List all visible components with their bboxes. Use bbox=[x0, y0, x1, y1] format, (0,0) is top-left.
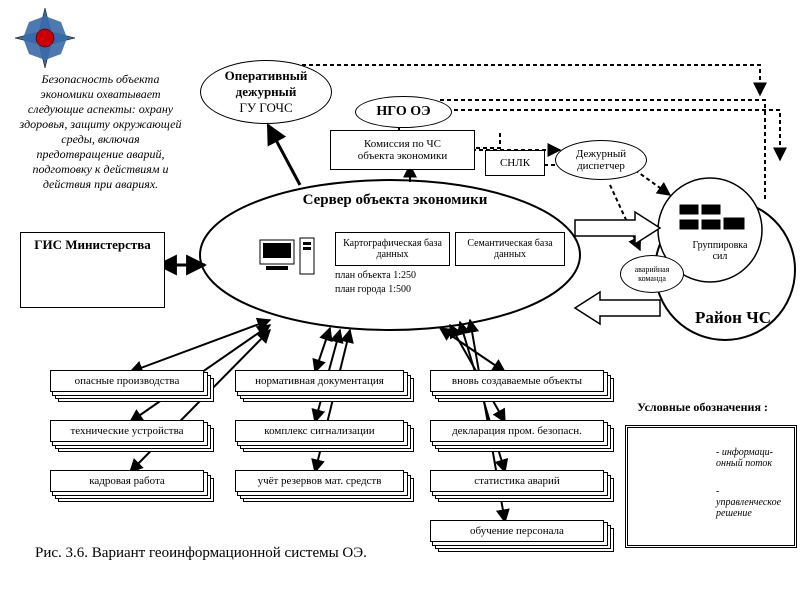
gis-min-label: ГИС Министерства bbox=[25, 237, 160, 253]
node-op-duty: Оперативный дежурный ГУ ГОЧС bbox=[200, 60, 332, 124]
emerg-team-label: аварийная команда bbox=[621, 265, 683, 283]
server-plan2: план города 1:500 bbox=[335, 284, 411, 295]
commission-l2: объекта экономики bbox=[335, 150, 470, 162]
stack-c1-r2: кадровая работа bbox=[50, 470, 204, 492]
server-title: Сервер объекта экономики bbox=[255, 192, 535, 209]
stack-c2-r1: комплекс сигнализации bbox=[235, 420, 404, 442]
dispatcher-l1: Дежурный bbox=[556, 148, 646, 160]
safety-note: Безопасность объекта экономики охватывае… bbox=[18, 72, 183, 192]
node-ngo: НГО ОЭ bbox=[355, 96, 452, 128]
dispatcher-l2: диспетчер bbox=[556, 160, 646, 172]
server-db2: Семантическая база данных bbox=[455, 232, 565, 266]
figure-caption: Рис. 3.6. Вариант геоинформационной сист… bbox=[35, 545, 367, 562]
commission-l1: Комиссия по ЧС bbox=[335, 138, 470, 150]
legend-title: Условные обозначения : bbox=[615, 400, 790, 415]
stack-c3-r0: вновь создаваемые объекты bbox=[430, 370, 604, 392]
legend-item2: - управленческое решение bbox=[716, 486, 786, 519]
legend-item1: - информаци-онный поток bbox=[716, 447, 786, 469]
node-emerg-team: аварийная команда bbox=[620, 255, 684, 293]
node-commission: Комиссия по ЧС объекта экономики bbox=[330, 130, 475, 170]
server-db1: Картографическая база данных bbox=[335, 232, 450, 266]
ngo-label: НГО ОЭ bbox=[356, 104, 451, 120]
stack-c3-r2: статистика аварий bbox=[430, 470, 604, 492]
legend-box: - информаци-онный поток - управленческое… bbox=[625, 425, 797, 548]
node-dispatcher: Дежурный диспетчер bbox=[555, 140, 647, 180]
op-duty-l1: Оперативный bbox=[201, 68, 331, 84]
op-duty-l3: ГУ ГОЧС bbox=[201, 100, 331, 116]
emblem-icon bbox=[15, 8, 75, 68]
forces-label: Группировка сил bbox=[685, 240, 755, 262]
stack-c3-r3: обучение персонала bbox=[430, 520, 604, 542]
snlk-label: СНЛК bbox=[490, 157, 540, 169]
stack-c2-r2: учёт резервов мат. средств bbox=[235, 470, 404, 492]
server-plan1: план объекта 1:250 bbox=[335, 270, 416, 281]
node-snlk: СНЛК bbox=[485, 150, 545, 176]
stack-c1-r1: технические устройства bbox=[50, 420, 204, 442]
stack-c2-r0: нормативная документация bbox=[235, 370, 404, 392]
stack-c3-r1: декларация пром. безопасн. bbox=[430, 420, 604, 442]
district-label: Район ЧС bbox=[695, 308, 771, 328]
node-gis-ministry: ГИС Министерства bbox=[20, 232, 165, 308]
op-duty-l2: дежурный bbox=[201, 84, 331, 100]
stack-c1-r0: опасные производства bbox=[50, 370, 204, 392]
